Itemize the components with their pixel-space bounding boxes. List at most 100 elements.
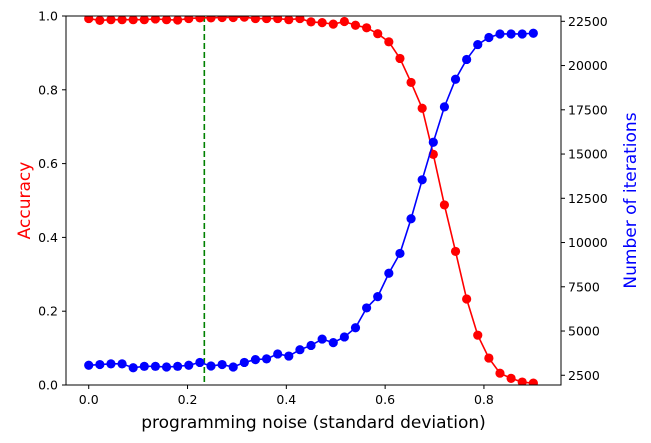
accuracy-point [295, 16, 305, 24]
iterations-point [528, 28, 538, 38]
accuracy-point [95, 16, 105, 26]
iterations-point [184, 360, 194, 370]
accuracy-point [439, 200, 450, 210]
iterations-point [439, 102, 450, 112]
accuracy-point [306, 17, 316, 27]
right-y-tick-label: 20000 [568, 58, 608, 73]
left-y-tick-label: 0.4 [38, 230, 58, 245]
accuracy-point [517, 377, 527, 385]
iterations-point [450, 74, 461, 84]
iterations-line [88, 32, 534, 369]
iterations-point [462, 54, 472, 65]
right-y-tick-label: 7500 [568, 279, 600, 294]
accuracy-point [150, 16, 161, 24]
accuracy-point [84, 16, 94, 24]
iterations-point [317, 334, 327, 344]
accuracy-point [406, 77, 416, 88]
iterations-point [395, 248, 405, 259]
iterations-point [417, 175, 427, 185]
accuracy-point [195, 16, 205, 23]
right-y-tick-label: 10000 [568, 235, 608, 250]
iterations-point [206, 361, 216, 371]
right-y-tick-label: 17500 [568, 102, 608, 117]
accuracy-point [528, 378, 538, 385]
iterations-point [306, 340, 316, 351]
iterations-point [495, 29, 505, 39]
accuracy-point [217, 16, 227, 23]
iterations-point [161, 362, 172, 372]
left-y-axis-title: Accuracy [15, 162, 35, 240]
accuracy-point [417, 103, 427, 113]
accuracy-point [339, 16, 349, 27]
accuracy-point [450, 246, 461, 257]
iterations-point [406, 214, 416, 224]
accuracy-point [384, 37, 394, 47]
accuracy-point [161, 16, 172, 25]
accuracy-point [395, 53, 405, 64]
iterations-point [473, 39, 483, 50]
iterations-point [128, 363, 138, 373]
accuracy-point [184, 16, 194, 24]
x-tick-label: 0.2 [178, 392, 198, 407]
accuracy-point [350, 20, 361, 30]
iterations-point [117, 359, 127, 369]
accuracy-point [473, 330, 483, 340]
left-y-tick-label: 0.0 [38, 378, 58, 393]
right-y-axis-title: Number of iterations [621, 112, 641, 288]
series-layer [84, 16, 538, 385]
iterations-point [239, 357, 249, 368]
accuracy-point [284, 16, 294, 25]
iterations-point [339, 332, 349, 342]
iterations-point [506, 29, 516, 39]
iterations-point [295, 345, 305, 355]
iterations-point [484, 32, 494, 43]
iterations-point [428, 137, 438, 147]
iterations-point [250, 355, 261, 365]
iterations-point [173, 361, 183, 371]
accuracy-point [261, 16, 272, 24]
accuracy-point [206, 16, 216, 23]
right-y-tick-label: 15000 [568, 147, 608, 162]
x-tick-label: 0.0 [79, 392, 99, 407]
x-tick-label: 0.8 [474, 392, 494, 407]
x-tick-label: 0.4 [276, 392, 296, 407]
plot-frame [65, 15, 562, 386]
iterations-point [217, 359, 227, 370]
left-y-tick-label: 0.2 [38, 304, 58, 319]
left-y-axis: 0.0 0.2 0.4 0.6 0.8 1.0 [38, 9, 66, 393]
right-y-tick-label: 5000 [568, 324, 600, 339]
iterations-point [139, 361, 149, 371]
accuracy-point [239, 16, 249, 22]
iterations-series [84, 28, 538, 373]
iterations-point [362, 303, 372, 313]
accuracy-point [228, 16, 238, 23]
accuracy-point [273, 16, 283, 24]
accuracy-point [506, 373, 516, 383]
iterations-point [228, 362, 238, 372]
x-axis: 0.0 0.2 0.4 0.6 0.8 [79, 385, 494, 407]
iterations-point [517, 29, 527, 39]
x-tick-label: 0.6 [375, 392, 395, 407]
x-axis-title: programming noise (standard deviation) [141, 413, 486, 433]
accuracy-point [495, 368, 505, 378]
iterations-point [350, 323, 361, 333]
accuracy-point [173, 16, 183, 25]
accuracy-point [250, 16, 261, 24]
iterations-point [261, 354, 272, 364]
right-y-tick-label: 22500 [568, 14, 608, 29]
iterations-point [328, 338, 338, 348]
left-y-tick-label: 1.0 [38, 9, 58, 24]
iterations-point [150, 361, 161, 371]
accuracy-point [462, 294, 472, 304]
left-y-tick-label: 0.6 [38, 156, 58, 171]
accuracy-point [106, 16, 116, 25]
accuracy-point [128, 16, 138, 25]
iterations-point [106, 359, 116, 369]
accuracy-series [84, 16, 538, 385]
accuracy-point [139, 16, 149, 25]
accuracy-point [328, 19, 338, 29]
right-y-axis: 2500 5000 7500 10000 12500 15000 17500 20000 225… [561, 14, 608, 383]
iterations-point [195, 357, 205, 368]
accuracy-line [88, 16, 534, 384]
